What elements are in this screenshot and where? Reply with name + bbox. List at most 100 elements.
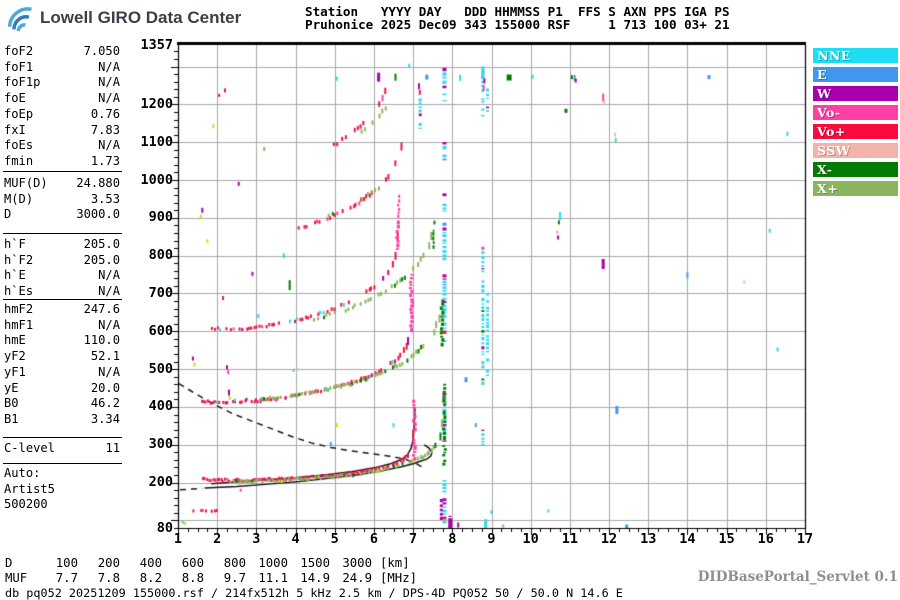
param-row-b0: B0 46.2 — [4, 396, 120, 412]
param-value: 3.34 — [90, 411, 120, 426]
legend-item-x: X- — [813, 162, 898, 177]
x-tick-label: 17 — [796, 531, 814, 547]
legend-item-x: X+ — [813, 181, 898, 196]
scale-value: 600 — [181, 556, 204, 570]
param-value: N/A — [98, 364, 120, 379]
x-tick-label: 12 — [600, 531, 618, 547]
x-tick-label: 7 — [409, 531, 418, 547]
scale-value: 800 — [223, 556, 246, 570]
y-tick-label: 1000 — [140, 171, 173, 188]
y-tick-label: 1357 — [140, 36, 173, 53]
param-label: h`E — [4, 268, 26, 283]
scale-value: 400 — [139, 556, 162, 570]
param-label: foF2 — [4, 44, 34, 58]
y-tick-label: 300 — [148, 436, 173, 453]
y-tick-label: 800 — [148, 247, 173, 264]
scale-value: 1000 — [258, 556, 288, 570]
param-row-fof2: foF2 7.050 — [4, 44, 120, 60]
param-value: 247.6 — [83, 302, 120, 316]
param-value: 110.0 — [83, 333, 120, 348]
muf-scale-row: MUF 7.7 7.8 8.2 8.8 9.7 11.1 14.9 24.9 [MHz] — [5, 571, 417, 585]
param-row-fof1p: foF1p N/A — [4, 75, 120, 91]
scale-value: 3000 — [342, 556, 372, 570]
param-value: 205.0 — [83, 252, 120, 267]
x-tick-label: 8 — [448, 531, 457, 547]
param-label: fxI — [4, 122, 26, 137]
param-label: foEp — [4, 106, 34, 121]
scale-value: 8.8 — [181, 571, 204, 585]
muf-scale-unit: [MHz] — [380, 571, 418, 585]
param-value: 1.73 — [90, 153, 120, 168]
y-tick-label: 400 — [148, 398, 173, 415]
param-value: 24.880 — [76, 176, 120, 190]
param-value: 20.0 — [90, 380, 120, 395]
autoscaling-info-line: Auto: — [4, 466, 41, 480]
param-value: N/A — [98, 284, 120, 299]
param-row-ye: yE 20.0 — [4, 381, 120, 397]
param-row-md: M(D) 3.53 — [4, 192, 120, 208]
param-value: 11 — [105, 441, 120, 455]
param-label: yF1 — [4, 364, 26, 379]
d-scale-row: D 100 200 400 600 800 1000 1500 3000 [km] — [5, 556, 410, 570]
param-label: C-level — [4, 441, 55, 455]
y-tick-label: 600 — [148, 322, 173, 339]
param-row-b1: B1 3.34 — [4, 412, 120, 428]
panel-separator — [3, 233, 122, 234]
param-label: hmF1 — [4, 317, 34, 332]
param-value: N/A — [98, 268, 120, 283]
y-tick-label: 900 — [148, 209, 173, 226]
param-row-yf1: yF1 N/A — [4, 365, 120, 381]
legend-item-w: W — [813, 86, 898, 101]
param-label: B0 — [4, 396, 19, 411]
x-tick-label: 2 — [213, 531, 222, 547]
scale-value: 8.2 — [139, 571, 162, 585]
param-label: M(D) — [4, 191, 34, 206]
autoscaling-info-line: Artist5 — [4, 481, 55, 496]
legend-item-vo: Vo- — [813, 105, 898, 120]
y-tick-label: 700 — [148, 284, 173, 301]
param-row-hes: h`Es N/A — [4, 284, 120, 300]
param-value: N/A — [98, 317, 120, 332]
scale-value: 7.7 — [55, 571, 78, 585]
param-value: 205.0 — [83, 237, 120, 251]
param-row-d: D 3000.0 — [4, 207, 120, 223]
y-tick-label: 200 — [148, 474, 173, 491]
param-value: 46.2 — [90, 396, 120, 411]
param-label: yF2 — [4, 349, 26, 364]
x-tick-label: 10 — [522, 531, 539, 547]
x-tick-label: 6 — [369, 531, 378, 547]
param-label: foF1p — [4, 75, 41, 90]
param-row-foep: foEp 0.76 — [4, 107, 120, 123]
panel-separator — [3, 463, 122, 464]
x-tick-label: 15 — [718, 531, 735, 547]
param-row-foes: foEs N/A — [4, 138, 120, 154]
param-value: N/A — [98, 138, 120, 153]
param-value: 3.53 — [90, 191, 120, 206]
d-scale-unit: [km] — [380, 556, 410, 570]
param-row-hme: hmE 110.0 — [4, 333, 120, 349]
param-row-yf2: yF2 52.1 — [4, 349, 120, 365]
x-tick-label: 9 — [487, 531, 496, 547]
scale-value: 100 — [55, 556, 78, 570]
panel-separator — [3, 299, 122, 300]
x-tick-label: 1 — [173, 531, 183, 547]
param-row-hf2: h`F2 205.0 — [4, 253, 120, 269]
servlet-version-label: DIDBasePortal_Servlet 0.1 — [697, 569, 898, 585]
x-tick-label: 13 — [640, 531, 657, 547]
legend-item-ssw: SSW — [813, 143, 898, 158]
param-row-fmin: fmin 1.73 — [4, 154, 120, 170]
param-row-foe: foE N/A — [4, 91, 120, 107]
y-tick-label: 80 — [156, 519, 173, 536]
x-tick-label: 14 — [679, 531, 696, 547]
legend-item-vo: Vo+ — [813, 124, 898, 139]
param-value: N/A — [98, 59, 120, 74]
param-label: foF1 — [4, 59, 34, 74]
scale-value: 200 — [97, 556, 120, 570]
x-tick-label: 11 — [561, 531, 578, 547]
scale-value: 1500 — [300, 556, 330, 570]
param-row-mufd: MUF(D) 24.880 — [4, 176, 120, 192]
param-label: MUF(D) — [4, 176, 48, 190]
param-row-hmf1: hmF1 N/A — [4, 318, 120, 334]
param-label: h`F — [4, 237, 26, 251]
